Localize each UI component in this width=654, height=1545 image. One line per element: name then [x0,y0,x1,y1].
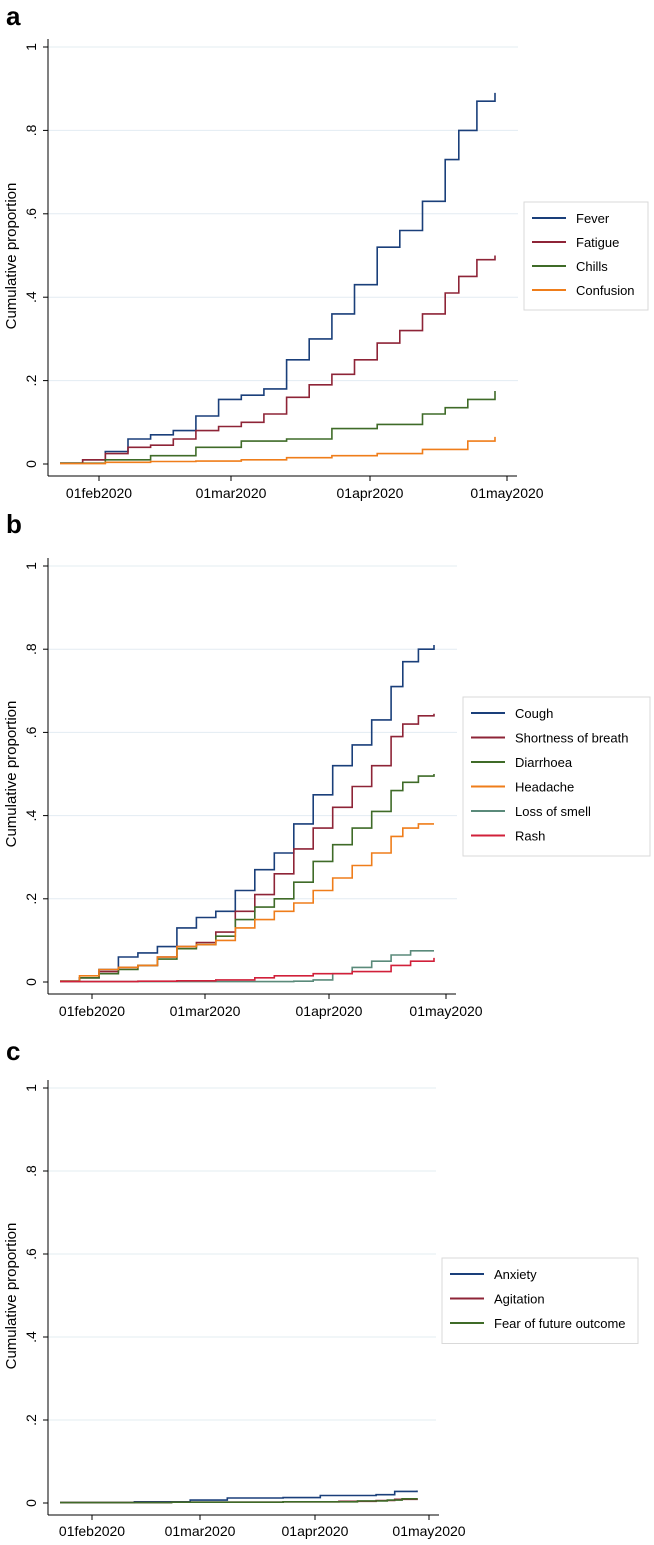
series-line-fever [60,92,496,464]
x-tick-label: 01may2020 [392,1523,465,1539]
y-tick-label: 1 [23,43,39,51]
series-line-cough [60,645,435,982]
y-tick-label: 1 [23,1084,39,1092]
y-tick-label: .6 [23,208,39,220]
x-tick-label: 01mar2020 [196,485,267,501]
legend-label: Shortness of breath [515,731,628,746]
y-tick-label: .6 [23,726,39,738]
y-tick-label: 0 [23,978,39,986]
x-tick-label: 01apr2020 [296,1003,363,1019]
panel-letter: a [6,1,21,31]
x-tick-label: 01may2020 [470,485,543,501]
x-tick-label: 01apr2020 [282,1523,349,1539]
legend-label: Diarrhoea [515,755,573,770]
legend-box [441,1257,639,1344]
series-line-chills [60,391,496,464]
legend-label: Headache [515,780,574,795]
legend-label: Anxiety [494,1267,537,1282]
x-tick-label: 01apr2020 [337,485,404,501]
y-axis-label: Cumulative proportion [3,701,20,848]
series-line-fatigue [60,255,496,464]
x-tick-label: 01feb2020 [66,485,132,501]
series-line-shortness-of-breath [60,713,435,982]
y-tick-label: .4 [23,1331,39,1343]
y-tick-label: .2 [23,375,39,387]
series-line-loss-of-smell [60,950,434,983]
series-line-fear-of-future-outcome [60,1498,418,1504]
series-line-diarrhoea [60,774,435,982]
y-tick-label: .8 [23,124,39,136]
x-tick-label: 01may2020 [409,1003,482,1019]
legend-label: Loss of smell [515,804,591,819]
x-tick-label: 01feb2020 [59,1523,125,1539]
legend-label: Cough [515,706,553,721]
y-tick-label: .6 [23,1248,39,1260]
series-line-rash [60,957,435,983]
legend-box [462,696,651,857]
y-tick-label: .2 [23,1414,39,1426]
x-tick-label: 01feb2020 [59,1003,125,1019]
y-axis-label: Cumulative proportion [3,183,20,330]
legend-label: Rash [515,829,545,844]
y-axis-label: Cumulative proportion [3,1223,20,1370]
legend-label: Fatigue [576,235,619,250]
panel-letter: b [6,509,22,539]
legend-label: Agitation [494,1292,545,1307]
chart-panel-a: a 0 .2 .4 .6 .8 1 01feb2020 01mar2020 01apr2020 01… [3,1,649,501]
x-tick-label: 01mar2020 [170,1003,241,1019]
series-line-confusion [60,436,496,465]
legend-box [523,201,649,311]
series-line-headache [60,823,434,982]
chart-panel-b: b 0 .2 .4 .6 .8 1 01feb2020 01mar2020 01apr2020 01… [3,509,651,1019]
x-tick-label: 01mar2020 [165,1523,236,1539]
y-tick-label: .4 [23,810,39,822]
y-tick-label: .8 [23,643,39,655]
chart-panel-c: c 0 .2 .4 .6 .8 1 01feb2020 01mar2020 01apr2020 01… [3,1036,639,1539]
panel-letter: c [6,1036,20,1066]
y-tick-label: 0 [23,460,39,468]
legend-label: Confusion [576,283,635,298]
y-tick-label: .8 [23,1165,39,1177]
y-tick-label: .4 [23,291,39,303]
legend-label: Fever [576,211,610,226]
y-tick-label: 1 [23,562,39,570]
legend-label: Fear of future outcome [494,1316,626,1331]
y-tick-label: 0 [23,1499,39,1507]
y-tick-label: .2 [23,893,39,905]
legend-label: Chills [576,259,608,274]
